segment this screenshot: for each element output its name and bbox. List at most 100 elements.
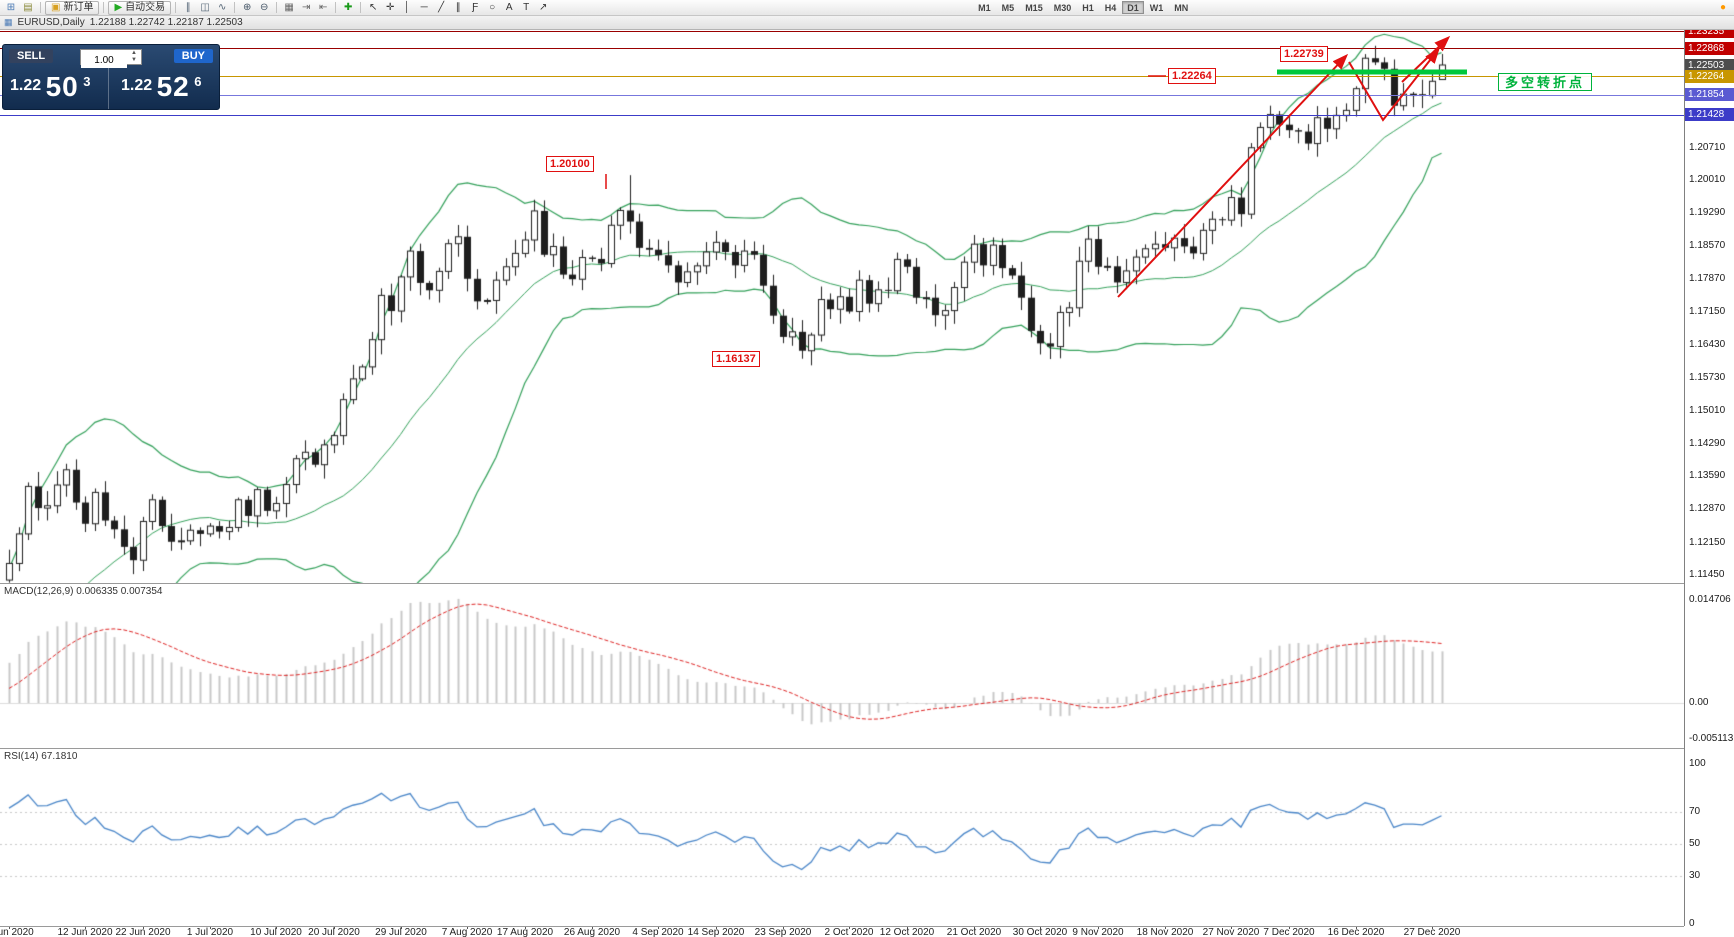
- sell-button[interactable]: SELL: [9, 49, 54, 63]
- date-tick: [1098, 926, 1099, 929]
- chart-caption[interactable]: ▦ EURUSD,Daily 1.22188 1.22742 1.22187 1…: [0, 16, 1734, 30]
- date-tick: [658, 926, 659, 929]
- shapes-icon[interactable]: ○: [489, 2, 496, 13]
- timeframe-m5[interactable]: M5: [997, 1, 1020, 14]
- date-tick: [1289, 926, 1290, 929]
- timeframe-h1[interactable]: H1: [1077, 1, 1099, 14]
- price-axis-border: [1684, 30, 1685, 926]
- date-label: 4 Sep 2020: [632, 927, 684, 937]
- main-toolbar: ⊞ ▤ ▣ 新订单 ▶ 自动交易 ∥ ◫ ∿ ⊕ ⊖ ▦ ⇥ ⇤ ✚ ↖ ✛ │ ─ ╱ ∥ Ƒ ○ A T ↗ M1 M5 M15 M3…: [0, 0, 1734, 16]
- timeframe-m15[interactable]: M15: [1020, 1, 1048, 14]
- price-chart-canvas[interactable]: [0, 30, 1684, 583]
- tile-windows-icon[interactable]: ▦: [284, 2, 294, 13]
- rsi-tick-label: 30: [1689, 870, 1701, 881]
- bid-price[interactable]: 1.22 50 3: [3, 67, 108, 109]
- price-callout-sep-high[interactable]: 1.20100: [546, 156, 594, 172]
- macd-pane-separator[interactable]: [0, 583, 1684, 584]
- date-label: 27 Nov 2020: [1202, 927, 1260, 937]
- text-label-icon[interactable]: T: [523, 2, 530, 13]
- rsi-tick-label: 0: [1689, 918, 1695, 929]
- price-tick-label: 1.18570: [1689, 240, 1726, 252]
- autotrading-icon: ▶: [114, 1, 123, 13]
- timeframe-m30[interactable]: M30: [1049, 1, 1077, 14]
- bid-pips: 50: [45, 71, 79, 102]
- date-tick: [143, 926, 144, 929]
- one-click-prices: 1.22 50 3 1.22 52 6: [3, 67, 219, 109]
- volume-input[interactable]: [81, 53, 127, 68]
- pivot-note-label[interactable]: 多空转折点: [1498, 73, 1593, 91]
- price-callout-sep-low[interactable]: 1.16137: [712, 351, 760, 367]
- new-order-button[interactable]: ▣ 新订单: [45, 0, 100, 15]
- price-level-line[interactable]: [0, 76, 1684, 77]
- volume-stepper[interactable]: ▲▼: [80, 49, 142, 68]
- price-tick-label: 1.12150: [1689, 536, 1726, 548]
- zoom-out-icon[interactable]: ⊖: [259, 2, 269, 13]
- price-callout-level[interactable]: 1.22264: [1168, 68, 1216, 84]
- volume-spinner[interactable]: ▲ ▼: [131, 50, 137, 63]
- price-callout-high[interactable]: 1.22739: [1280, 46, 1328, 62]
- arrows-tool-icon[interactable]: ↗: [538, 2, 548, 13]
- vertical-line-icon[interactable]: │: [404, 2, 411, 13]
- chart-shift-icon[interactable]: ⇤: [318, 2, 328, 13]
- auto-scroll-icon[interactable]: ⇥: [301, 2, 311, 13]
- price-tick-label: 1.14290: [1689, 437, 1726, 449]
- date-tick: [9, 926, 10, 929]
- price-tick-label: 1.20010: [1689, 174, 1726, 186]
- indicators-icon[interactable]: ✚: [343, 2, 353, 13]
- trendline-icon[interactable]: ╱: [438, 2, 445, 13]
- date-label: 7 Dec 2020: [1263, 927, 1315, 937]
- one-click-top-row: SELL ▲▼ BUY: [3, 47, 219, 68]
- date-label: 27 Dec 2020: [1403, 927, 1461, 937]
- date-label: 29 Jul 2020: [375, 927, 427, 937]
- bar-chart-icon[interactable]: ∥: [185, 2, 191, 13]
- timeframe-w1[interactable]: W1: [1145, 1, 1169, 14]
- new-chart-icon[interactable]: ⊞: [6, 2, 16, 13]
- ask-pips: 52: [156, 71, 190, 102]
- date-tick: [1432, 926, 1433, 929]
- timeframe-h4[interactable]: H4: [1100, 1, 1122, 14]
- timeframe-m1[interactable]: M1: [973, 1, 996, 14]
- notification-icon[interactable]: ●: [1719, 2, 1727, 13]
- price-level-line[interactable]: [0, 115, 1684, 116]
- chart-window-icon: ▦: [4, 17, 13, 27]
- price-level-line[interactable]: [0, 31, 1684, 32]
- text-icon[interactable]: A: [505, 2, 513, 13]
- chart-profiles-icon[interactable]: ▤: [23, 2, 33, 13]
- date-label: 9 Nov 2020: [1072, 927, 1124, 937]
- zoom-in-icon[interactable]: ⊕: [242, 2, 252, 13]
- rsi-pane-separator[interactable]: [0, 748, 1684, 749]
- price-level-line[interactable]: [0, 48, 1684, 49]
- autotrading-button-label: 自动交易: [125, 1, 166, 13]
- date-tick: [334, 926, 335, 929]
- fibonacci-icon[interactable]: Ƒ: [472, 2, 479, 13]
- autotrading-button[interactable]: ▶ 自动交易: [108, 0, 172, 15]
- new-order-icon: ▣: [51, 1, 61, 13]
- price-level-line[interactable]: [0, 95, 1684, 96]
- price-axis-box: 1.22868: [1685, 42, 1734, 55]
- rsi-indicator-canvas[interactable]: [0, 748, 1684, 926]
- date-tick: [1040, 926, 1041, 929]
- date-label: 1 Jul 2020: [186, 927, 234, 937]
- timeframe-mn[interactable]: MN: [1169, 1, 1193, 14]
- rsi-tick-label: 50: [1689, 838, 1701, 849]
- ask-price[interactable]: 1.22 52 6: [108, 67, 219, 109]
- bid-subpip: 3: [83, 74, 91, 89]
- buy-button[interactable]: BUY: [173, 49, 213, 63]
- toolbar-separator: [175, 2, 177, 13]
- candlestick-chart-icon[interactable]: ◫: [200, 2, 210, 13]
- date-tick: [1231, 926, 1232, 929]
- date-tick: [1356, 926, 1357, 929]
- date-tick: [401, 926, 402, 929]
- toolbar-separator: [360, 2, 362, 13]
- channel-icon[interactable]: ∥: [455, 2, 461, 13]
- crosshair-icon[interactable]: ✛: [385, 2, 395, 13]
- cursor-icon[interactable]: ↖: [368, 2, 378, 13]
- horizontal-line-icon[interactable]: ─: [420, 2, 428, 13]
- price-tick-label: 1.12870: [1689, 503, 1726, 515]
- line-chart-icon[interactable]: ∿: [217, 2, 227, 13]
- date-label: 2 Oct 2020: [824, 927, 874, 937]
- macd-indicator-canvas[interactable]: [0, 583, 1684, 748]
- price-tick-label: 1.17870: [1689, 272, 1726, 284]
- timeframe-d1[interactable]: D1: [1122, 1, 1144, 14]
